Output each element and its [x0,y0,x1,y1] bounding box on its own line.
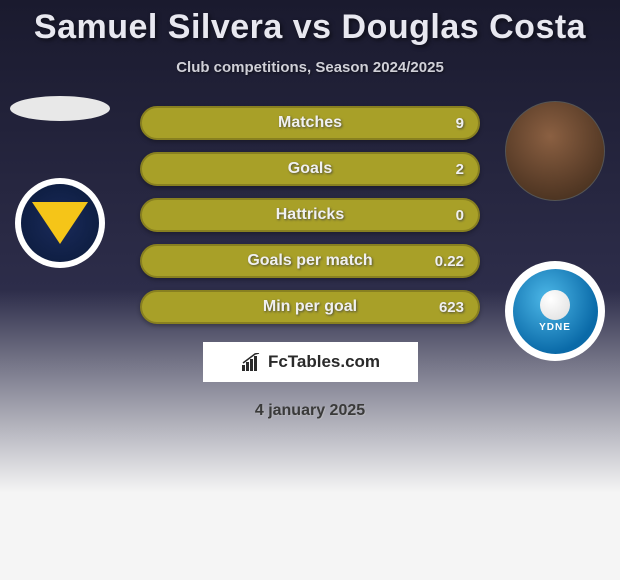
team2-badge: YDNE [505,261,605,361]
stat-row-matches: Matches 9 [140,106,480,140]
stat-value-right: 0.22 [435,253,464,270]
team2-badge-inner: YDNE [513,269,598,354]
stat-label: Goals per match [247,252,372,270]
stat-row-gpm: Goals per match 0.22 [140,244,480,278]
stat-value-right: 9 [456,115,464,132]
stat-value-right: 2 [456,161,464,178]
stat-value-right: 0 [456,207,464,224]
player1-avatar [10,96,110,121]
team2-badge-text: YDNE [539,322,571,333]
branding-text: FcTables.com [268,352,380,372]
team1-badge-shape [32,202,88,244]
player2-name: Douglas Costa [342,8,587,46]
team2-badge-ball [540,290,570,320]
player1-name: Samuel Silvera [34,8,283,46]
header: Samuel Silvera vs Douglas Costa Club com… [0,0,620,76]
stat-row-hattricks: Hattricks 0 [140,198,480,232]
branding-box: FcTables.com [203,342,418,382]
date-text: 4 january 2025 [10,402,610,420]
stat-value-right: 623 [439,299,464,316]
team1-badge [15,178,105,268]
team1-badge-inner [21,184,99,262]
stat-label: Min per goal [263,298,357,316]
comparison-title: Samuel Silvera vs Douglas Costa [0,8,620,47]
stat-label: Goals [288,160,332,178]
stats-bars: Matches 9 Goals 2 Hattricks 0 Goals per … [140,106,480,324]
chart-icon [240,353,262,371]
stat-row-goals: Goals 2 [140,152,480,186]
vs-text: vs [293,8,332,46]
stat-label: Matches [278,114,342,132]
content: YDNE Matches 9 Goals 2 Hattricks 0 Goals… [0,106,620,420]
stat-label: Hattricks [276,206,344,224]
subtitle: Club competitions, Season 2024/2025 [0,59,620,76]
player2-avatar [505,101,605,201]
stat-row-mpg: Min per goal 623 [140,290,480,324]
